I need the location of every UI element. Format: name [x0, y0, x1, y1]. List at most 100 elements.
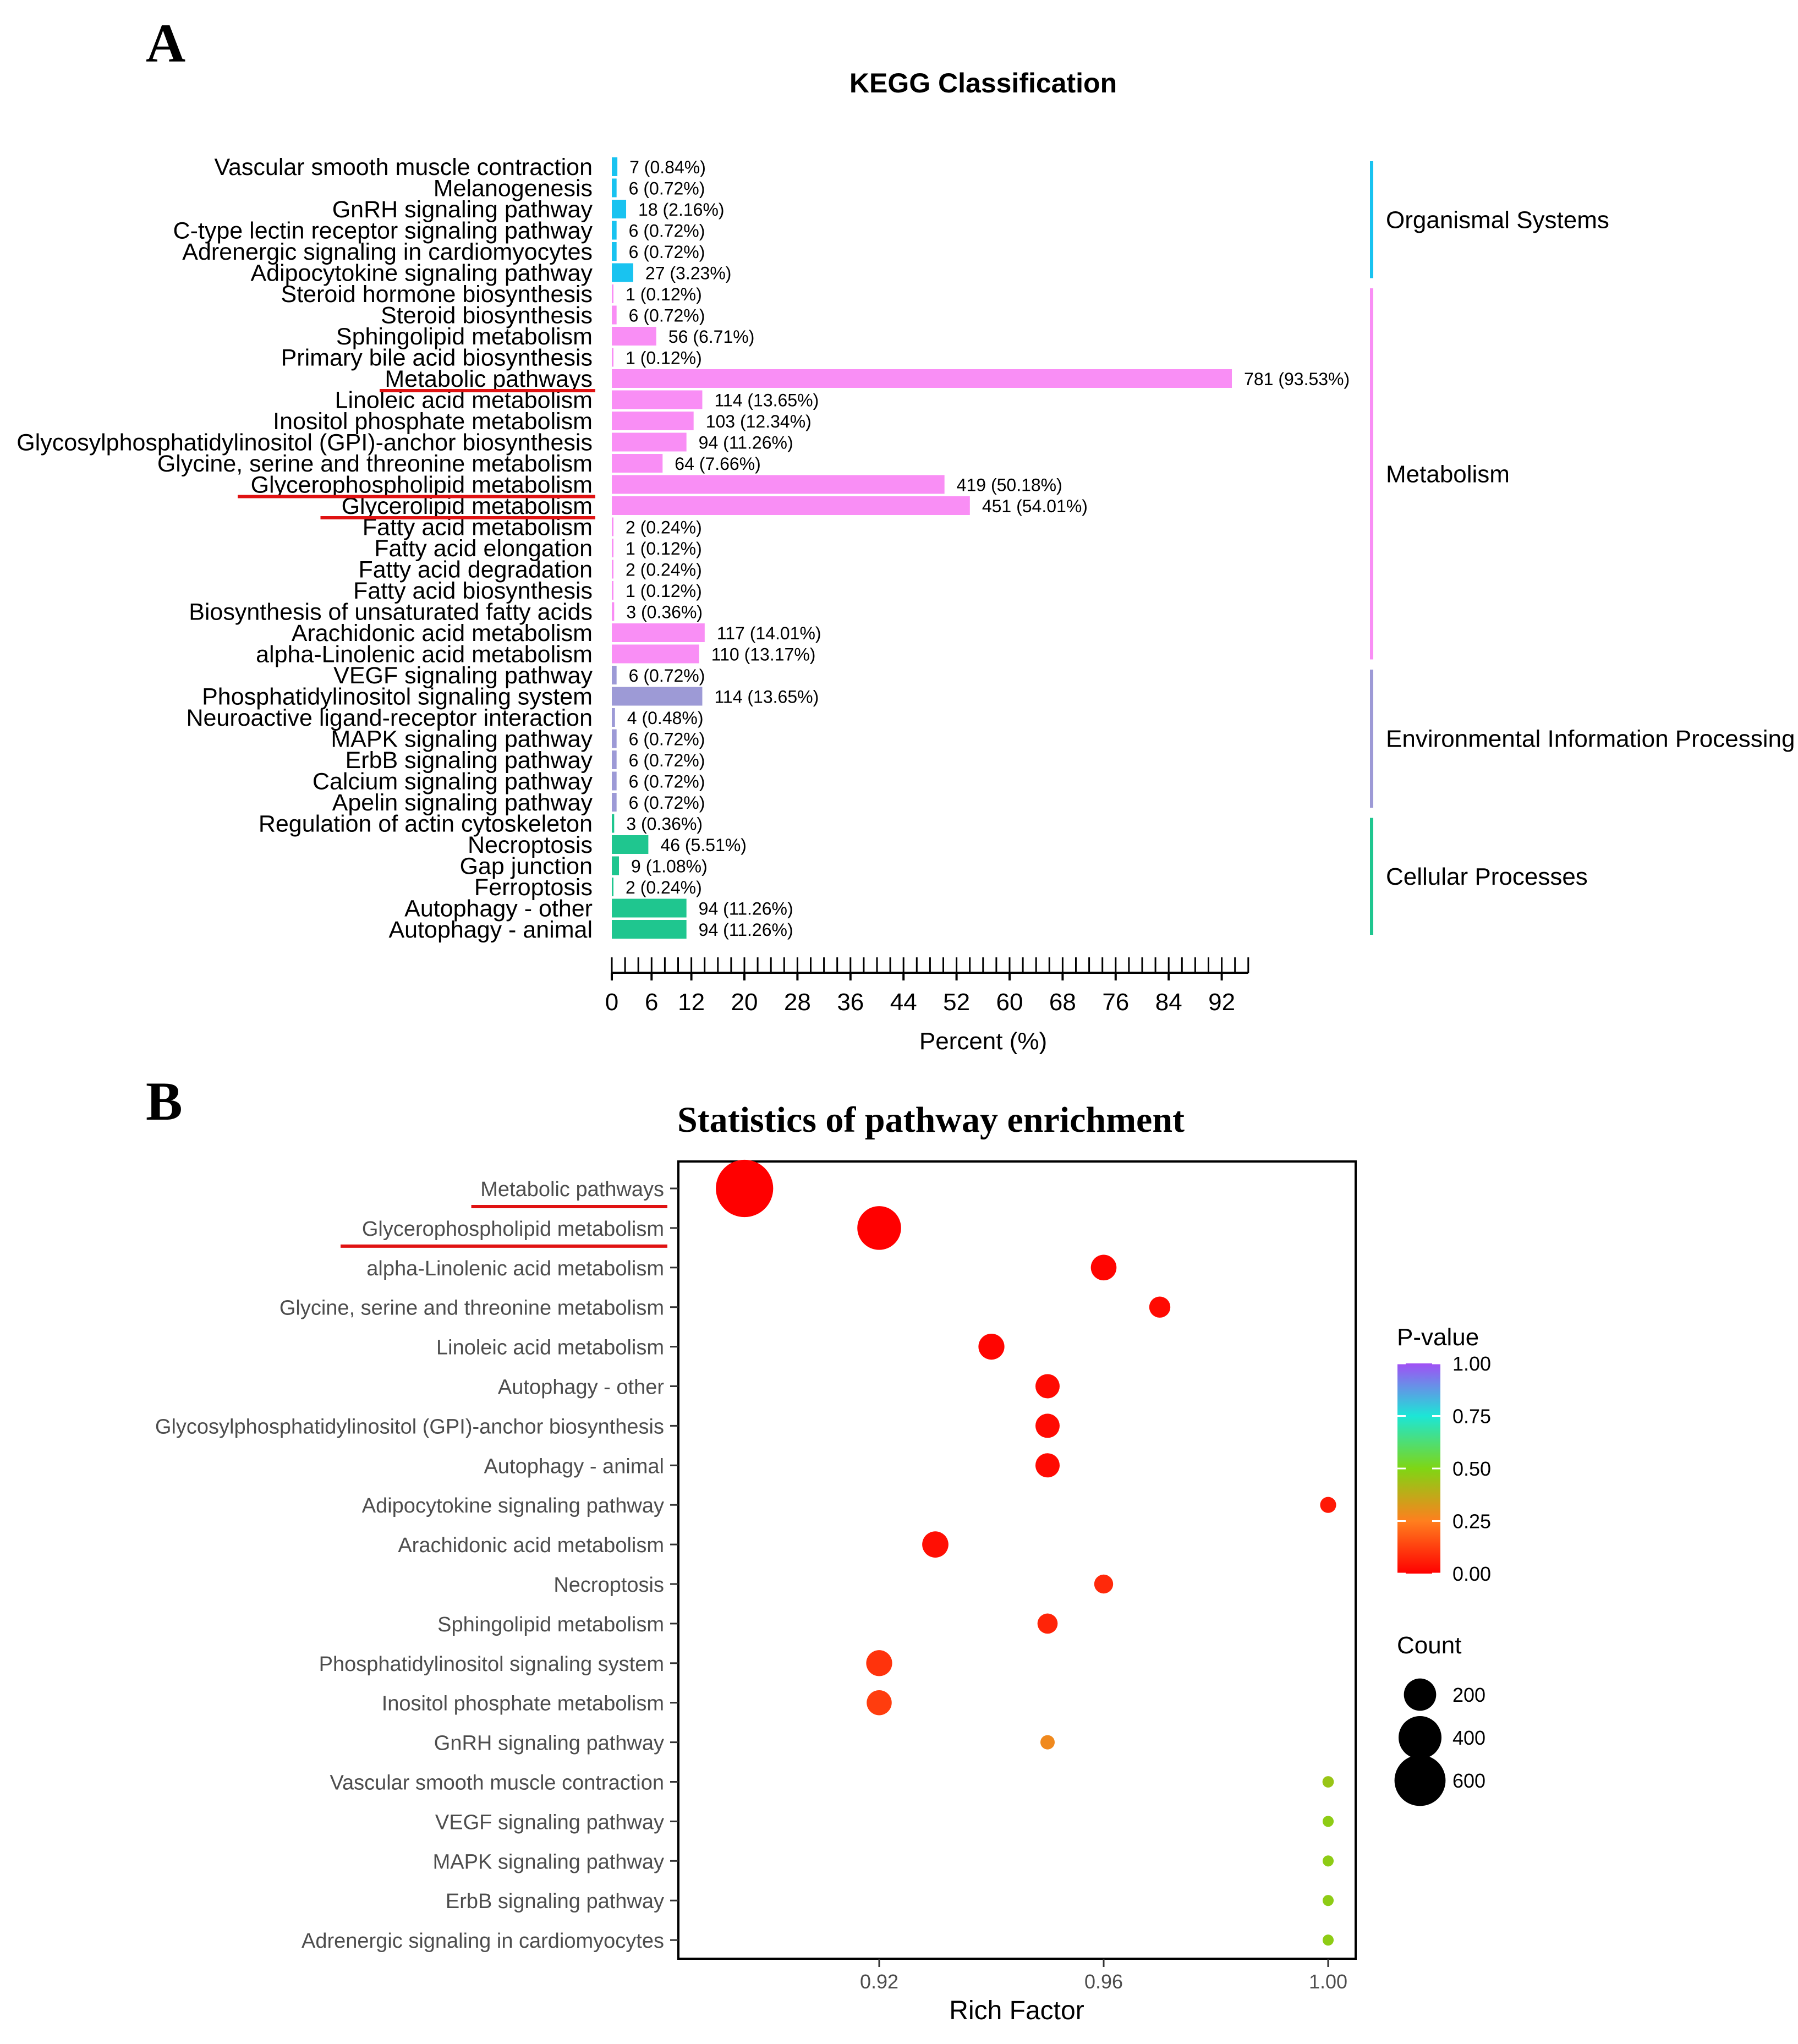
bar-value-label: 2 (0.24%): [626, 560, 702, 580]
category-label: Metabolic pathways: [385, 366, 593, 392]
bar-steroid-hormone-biosynthesis: [612, 284, 613, 303]
category-label: Fatty acid biosynthesis: [353, 578, 593, 604]
a-tick-label: 6: [645, 989, 658, 1016]
b-x-tick-label: 0.92: [860, 1970, 898, 1993]
point-glycosylphosphatidylinositol-gpi-anchor-biosynthesis: [1035, 1413, 1060, 1438]
pathway-label: Sphingolipid metabolism: [437, 1613, 664, 1636]
a-tick-label: 52: [943, 989, 970, 1016]
a-group-brackets: Organismal Systems Metabolism Environmenta…: [1370, 161, 1795, 935]
bar-value-label: 6 (0.72%): [629, 179, 705, 199]
bar-sphingolipid-metabolism: [612, 327, 656, 346]
category-label: Adrenergic signaling in cardiomyocytes: [182, 239, 593, 265]
category-label: VEGF signaling pathway: [333, 662, 593, 689]
category-label: Apelin signaling pathway: [332, 790, 593, 816]
bar-neuroactive-ligand-receptor-interaction: [612, 708, 615, 727]
bar-value-label: 103 (12.34%): [706, 412, 812, 431]
b-x-tick-label: 1.00: [1309, 1970, 1347, 1993]
pathway-label: Glycine, serine and threonine metabolism: [279, 1297, 664, 1320]
bar-value-label: 56 (6.71%): [668, 327, 755, 347]
bar-fatty-acid-elongation: [612, 539, 613, 557]
category-label: Arachidonic acid metabolism: [292, 620, 593, 646]
a-value-labels: 7 (0.84%)6 (0.72%)18 (2.16%)6 (0.72%)6 (…: [626, 157, 1350, 940]
bar-value-label: 6 (0.72%): [629, 793, 705, 813]
pathway-label: Autophagy - other: [498, 1376, 664, 1399]
pathway-label: Vascular smooth muscle contraction: [330, 1772, 664, 1795]
panel-b-pathway-enrichment: B Statistics of pathway enrichment Metab…: [146, 1071, 1491, 2025]
bar-value-label: 7 (0.84%): [629, 157, 706, 177]
pvalue-tick-label: 1.00: [1452, 1352, 1491, 1375]
b-count-legend: Count 200 400 600: [1394, 1632, 1485, 1806]
bar-value-label: 3 (0.36%): [626, 602, 703, 622]
point-erbb-signaling-pathway: [1322, 1895, 1334, 1906]
bar-erbb-signaling-pathway: [612, 750, 617, 769]
bar-value-label: 117 (14.01%): [717, 623, 821, 643]
bar-value-label: 6 (0.72%): [629, 221, 705, 241]
bar-value-label: 1 (0.12%): [626, 581, 702, 601]
bar-value-label: 18 (2.16%): [638, 200, 725, 220]
b-x-axis: 0.92 0.96 1.00: [860, 1959, 1347, 1993]
category-label: Glycine, serine and threonine metabolism: [157, 451, 593, 477]
chart-b-xlabel: Rich Factor: [949, 1996, 1084, 2025]
bar-adipocytokine-signaling-pathway: [612, 263, 633, 282]
pathway-label: ErbB signaling pathway: [446, 1890, 664, 1913]
bar-value-label: 46 (5.51%): [660, 835, 747, 855]
bar-melanogenesis: [612, 178, 617, 198]
group-label-cellular-processes: Cellular Processes: [1386, 863, 1588, 890]
point-adrenergic-signaling-in-cardiomyocytes: [1322, 1935, 1334, 1946]
bar-c-type-lectin-receptor-signaling-pathway: [612, 221, 617, 240]
pathway-label: Adrenergic signaling in cardiomyocytes: [302, 1930, 664, 1953]
a-tick-label: 20: [731, 989, 758, 1016]
a-tick-label: 76: [1102, 989, 1129, 1016]
count-legend-circle: [1404, 1678, 1437, 1711]
bar-glycerophospholipid-metabolism: [612, 475, 945, 494]
a-x-axis: 0 6 12 20 28 36 44 52 60 68 76 84 92: [605, 957, 1249, 1016]
bar-ferroptosis: [612, 878, 613, 896]
category-label: Fatty acid elongation: [374, 535, 593, 562]
pathway-label: Linoleic acid metabolism: [436, 1336, 664, 1360]
pathway-label: MAPK signaling pathway: [433, 1850, 664, 1873]
a-category-labels: Vascular smooth muscle contractionMelano…: [17, 154, 593, 943]
bar-value-label: 1 (0.12%): [626, 539, 702, 558]
bar-arachidonic-acid-metabolism: [612, 623, 705, 642]
bar-vascular-smooth-muscle-contraction: [612, 157, 618, 176]
bar-value-label: 781 (93.53%): [1244, 369, 1350, 389]
pathway-label: Inositol phosphate metabolism: [382, 1692, 664, 1716]
bar-linoleic-acid-metabolism: [612, 390, 703, 409]
bar-value-label: 3 (0.36%): [626, 814, 703, 834]
bar-primary-bile-acid-biosynthesis: [612, 348, 613, 367]
bar-value-label: 6 (0.72%): [629, 242, 705, 262]
category-label: Primary bile acid biosynthesis: [281, 345, 593, 371]
count-legend-title: Count: [1397, 1632, 1461, 1659]
bar-inositol-phosphate-metabolism: [612, 412, 694, 430]
category-label: Autophagy - animal: [389, 917, 593, 943]
point-alpha-linolenic-acid-metabolism: [1090, 1254, 1117, 1281]
bar-biosynthesis-of-unsaturated-fatty-acids: [612, 602, 615, 621]
category-label: Autophagy - other: [404, 896, 593, 922]
group-label-metabolism: Metabolism: [1386, 461, 1510, 487]
bar-value-label: 451 (54.01%): [982, 496, 1088, 516]
bar-value-label: 4 (0.48%): [627, 708, 704, 728]
pathway-label: Autophagy - animal: [484, 1455, 664, 1478]
category-label: ErbB signaling pathway: [346, 747, 593, 774]
pvalue-tick-label: 0.00: [1452, 1563, 1491, 1585]
category-label: Biosynthesis of unsaturated fatty acids: [189, 599, 593, 626]
bar-glycerolipid-metabolism: [612, 496, 970, 515]
bar-value-label: 6 (0.72%): [629, 666, 705, 686]
bar-value-label: 6 (0.72%): [629, 306, 705, 326]
category-label: Gap junction: [460, 853, 593, 880]
point-autophagy-animal: [1035, 1453, 1060, 1478]
bar-adrenergic-signaling-in-cardiomyocytes: [612, 242, 617, 261]
pathway-label: Necroptosis: [553, 1574, 664, 1597]
a-tick-label: 0: [605, 989, 618, 1016]
b-pvalue-legend: P-value 1.00 0.75 0.50 0.25 0.00: [1397, 1324, 1491, 1585]
pvalue-tick-label: 0.25: [1452, 1510, 1491, 1533]
bar-calcium-signaling-pathway: [612, 771, 617, 791]
category-label: Steroid biosynthesis: [381, 303, 593, 329]
bar-gap-junction: [612, 856, 620, 875]
bar-value-label: 27 (3.23%): [645, 264, 732, 283]
category-label: Phosphatidylinositol signaling system: [202, 684, 593, 710]
point-gnrh-signaling-pathway: [1040, 1735, 1055, 1750]
count-legend-label: 200: [1452, 1684, 1485, 1706]
pathway-label: Phosphatidylinositol signaling system: [319, 1653, 664, 1676]
bar-value-label: 94 (11.26%): [699, 899, 793, 919]
